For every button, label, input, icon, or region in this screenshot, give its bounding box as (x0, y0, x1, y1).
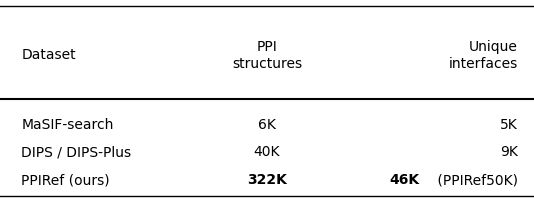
Text: 6K: 6K (258, 118, 276, 132)
Text: (PPIRef50K): (PPIRef50K) (433, 173, 518, 187)
Text: PPIRef (ours): PPIRef (ours) (21, 173, 110, 187)
Text: 9K: 9K (500, 146, 518, 159)
Text: 46K: 46K (389, 173, 419, 187)
Text: 5K: 5K (500, 118, 518, 132)
Text: Unique
interfaces: Unique interfaces (449, 40, 518, 71)
Text: 40K: 40K (254, 146, 280, 159)
Text: MaSIF-search: MaSIF-search (21, 118, 114, 132)
Text: DIPS / DIPS-Plus: DIPS / DIPS-Plus (21, 146, 131, 159)
Text: Dataset: Dataset (21, 49, 76, 62)
Text: PPI
structures: PPI structures (232, 40, 302, 71)
Text: 322K: 322K (247, 173, 287, 187)
